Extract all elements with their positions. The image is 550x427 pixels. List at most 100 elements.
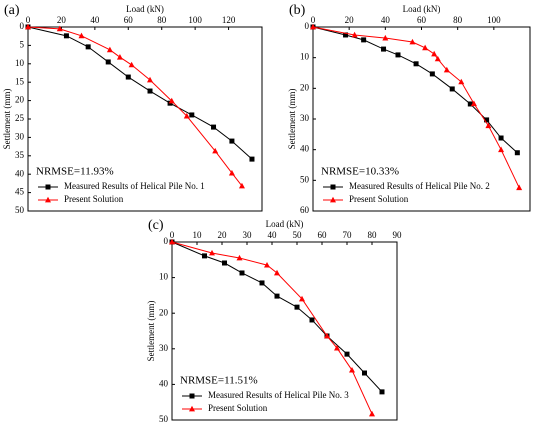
y-tick-label: 40 [300, 144, 310, 154]
panel-label: (b) [289, 3, 306, 18]
data-point [434, 55, 441, 62]
data-point [498, 135, 504, 141]
data-point [56, 25, 63, 32]
y-tick-label: 40 [159, 378, 169, 388]
y-tick-label: 45 [15, 187, 25, 197]
data-point [222, 260, 227, 266]
plot-frame [171, 241, 398, 421]
data-point [147, 76, 154, 83]
data-point [413, 61, 419, 67]
data-point [485, 122, 492, 129]
y-tick-label: 20 [300, 82, 310, 92]
data-point [379, 389, 385, 395]
data-point [211, 124, 217, 130]
data-point [470, 100, 477, 107]
data-point [344, 351, 350, 357]
data-point [361, 37, 367, 43]
y-tick-label: 5 [20, 39, 25, 49]
x-tick-label: 20 [345, 15, 355, 25]
series-line [312, 26, 518, 154]
y-tick-label: 40 [15, 168, 25, 178]
y-tick-label: 35 [15, 150, 25, 160]
y-tick-label: 20 [15, 95, 25, 105]
data-point [128, 61, 135, 68]
x-tick-label: 80 [157, 15, 167, 25]
y-axis-label: Settlement (mm) [2, 89, 12, 150]
x-tick-label: 120 [222, 15, 236, 25]
data-point [229, 138, 235, 144]
legend-label: Present Solution [64, 194, 124, 204]
x-tick-label: 80 [368, 230, 378, 240]
annotation: NRMSE=10.33% [321, 166, 399, 178]
data-point [105, 59, 111, 65]
x-tick-label: 90 [393, 230, 403, 240]
data-point [106, 46, 113, 53]
data-point [431, 50, 438, 57]
data-point [169, 238, 175, 245]
x-tick-label: 100 [188, 15, 202, 25]
x-tick-label: 60 [318, 230, 328, 240]
y-axis-label: Settlement (mm) [287, 89, 297, 150]
y-tick-label: 10 [300, 52, 310, 62]
series-line [312, 26, 520, 188]
data-point [484, 117, 490, 123]
x-tick-label: 0 [311, 15, 316, 25]
data-point [264, 261, 270, 268]
y-tick-label: 15 [15, 76, 25, 86]
data-point [209, 249, 215, 256]
legend-label: Measured Results of Helical Pile No. 1 [64, 181, 205, 191]
data-point [429, 71, 435, 77]
x-axis-label: Load (kN) [403, 4, 441, 14]
y-tick-label: 30 [15, 131, 25, 141]
data-point [514, 150, 520, 156]
data-point [443, 66, 450, 73]
data-point [238, 182, 245, 189]
legend-label: Present Solution [208, 403, 268, 413]
data-point [63, 33, 69, 39]
legend-marker [45, 184, 51, 190]
data-point [212, 147, 219, 154]
x-tick-label: 100 [487, 15, 501, 25]
data-point [395, 52, 401, 58]
data-point [239, 270, 245, 276]
y-tick-label: 60 [300, 205, 310, 215]
x-tick-label: 40 [90, 15, 100, 25]
data-point [168, 97, 175, 104]
x-tick-label: 0 [170, 230, 175, 240]
legend-marker [45, 196, 51, 203]
x-tick-label: 30 [243, 230, 253, 240]
x-tick-label: 70 [343, 230, 353, 240]
y-tick-label: 0 [20, 21, 25, 31]
data-point [202, 253, 207, 259]
data-point [467, 101, 473, 107]
y-tick-label: 20 [159, 307, 169, 317]
data-point [449, 86, 455, 92]
y-tick-label: 30 [159, 343, 169, 353]
x-tick-label: 10 [193, 230, 203, 240]
data-point [85, 44, 91, 50]
data-point [294, 304, 300, 310]
panel-label: (c) [148, 218, 164, 233]
x-tick-label: 20 [57, 15, 67, 25]
legend-marker [189, 393, 195, 399]
data-point [362, 370, 367, 376]
annotation: NRMSE=11.51% [180, 375, 258, 387]
data-point [334, 344, 340, 351]
y-tick-label: 10 [15, 58, 25, 68]
x-tick-label: 40 [381, 15, 391, 25]
data-point [381, 46, 387, 52]
data-point [422, 44, 429, 51]
data-point [343, 32, 349, 38]
panel-label: (a) [4, 3, 20, 18]
y-tick-label: 50 [159, 414, 169, 424]
y-axis-label: Settlement (mm) [146, 301, 156, 362]
data-point [249, 156, 255, 162]
data-point [274, 293, 280, 299]
y-tick-label: 50 [15, 205, 25, 215]
x-tick-label: 60 [124, 15, 134, 25]
data-point [116, 53, 123, 60]
y-tick-label: 0 [164, 236, 169, 246]
data-point [125, 74, 131, 80]
x-tick-label: 50 [293, 230, 303, 240]
x-tick-label: 20 [218, 230, 228, 240]
